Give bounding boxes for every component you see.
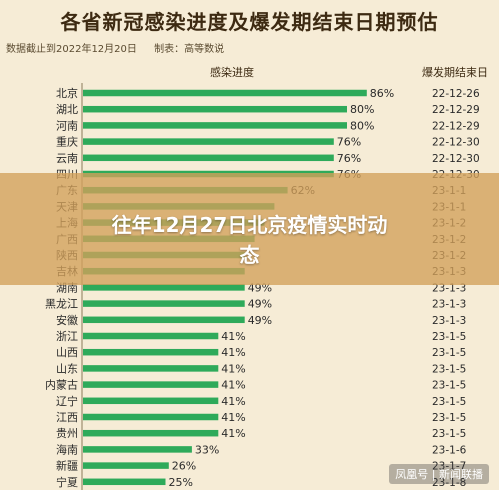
bar: [83, 365, 219, 372]
category-label: 黑龙江: [45, 298, 78, 311]
end-date-label: 23-1-5: [432, 331, 466, 343]
category-label: 重庆: [56, 135, 78, 149]
bar: [83, 300, 245, 307]
data-label: 41%: [221, 346, 245, 359]
bar: [83, 89, 367, 97]
bar: [83, 316, 245, 324]
producer-note: 制表：高等数说: [154, 44, 225, 55]
headline-overlay: [0, 173, 499, 285]
data-label: 41%: [221, 330, 245, 343]
date-column-header: 爆发期结束日: [422, 65, 488, 79]
end-date-label: 22-12-29: [432, 120, 480, 132]
data-label: 25%: [169, 476, 193, 489]
end-date-label: 22-12-26: [432, 88, 480, 100]
bar: [83, 105, 347, 113]
category-label: 海南: [56, 442, 78, 456]
end-date-label: 23-1-3: [432, 315, 466, 327]
data-label: 41%: [221, 379, 245, 392]
bar: [83, 332, 219, 340]
category-label: 贵州: [56, 427, 78, 440]
data-label: 41%: [221, 427, 245, 440]
headline-line-1: 往年12月27日北京疫情实时动: [111, 213, 388, 237]
end-date-label: 23-1-5: [432, 380, 466, 392]
data-label: 76%: [337, 152, 361, 165]
watermark: 凤凰号 | 新闻联播: [389, 464, 489, 484]
bar: [83, 462, 169, 469]
data-label: 49%: [248, 298, 272, 311]
data-label: 76%: [337, 136, 361, 149]
bar: [83, 122, 347, 129]
data-label: 86%: [370, 87, 394, 100]
category-label: 宁夏: [56, 475, 78, 489]
data-label: 80%: [350, 119, 374, 132]
source-note: 数据截止到2022年12月20日: [6, 44, 137, 55]
end-date-label: 23-1-7: [432, 461, 466, 473]
data-label: 41%: [221, 411, 245, 424]
chart-title: 各省新冠感染进度及爆发期结束日期预估: [60, 10, 439, 34]
bar: [83, 413, 219, 421]
category-label: 山东: [56, 362, 78, 375]
end-date-label: 22-12-30: [432, 137, 480, 149]
bar: [83, 478, 166, 486]
category-label: 新疆: [56, 459, 78, 473]
end-date-label: 23-1-5: [432, 396, 466, 408]
chart-meta: 数据截止到2022年12月20日 制表：高等数说: [6, 40, 238, 55]
end-date-label: 23-1-3: [432, 299, 466, 311]
data-label: 49%: [248, 314, 272, 327]
category-label: 辽宁: [56, 394, 78, 408]
bar: [83, 429, 219, 437]
category-label: 山西: [56, 346, 78, 359]
category-label: 江西: [56, 411, 78, 424]
bar: [83, 154, 334, 162]
category-label: 云南: [56, 152, 78, 165]
bar: [83, 138, 334, 145]
value-column-header: 感染进度: [210, 65, 254, 79]
bar: [83, 446, 192, 453]
category-label: 安徽: [56, 313, 78, 327]
data-label: 33%: [195, 443, 219, 456]
end-date-label: 22-12-30: [432, 153, 480, 165]
bar: [83, 397, 219, 405]
category-label: 浙江: [56, 330, 78, 343]
end-date-label: 23-1-3: [432, 282, 466, 294]
end-date-label: 23-1-5: [432, 347, 466, 359]
data-label: 41%: [221, 362, 245, 375]
bar: [83, 348, 219, 356]
end-date-label: 23-1-5: [432, 428, 466, 440]
category-label: 内蒙古: [45, 378, 78, 392]
category-label: 湖北: [56, 103, 78, 116]
end-date-label: 23-1-5: [432, 412, 466, 424]
data-label: 41%: [221, 395, 245, 408]
data-label: 80%: [350, 103, 374, 116]
bar: [83, 381, 219, 388]
headline-text[interactable]: 往年12月27日北京疫情实时动 态: [0, 210, 499, 270]
end-date-label: 23-1-6: [432, 444, 467, 456]
data-label: 26%: [172, 460, 196, 473]
category-label: 河南: [56, 119, 78, 132]
end-date-label: 23-1-5: [432, 363, 466, 375]
category-label: 北京: [56, 86, 78, 100]
bar: [83, 284, 245, 291]
end-date-label: 22-12-29: [432, 104, 480, 116]
headline-line-2: 态: [239, 243, 260, 267]
end-date-label: 23-1-8: [432, 477, 466, 489]
